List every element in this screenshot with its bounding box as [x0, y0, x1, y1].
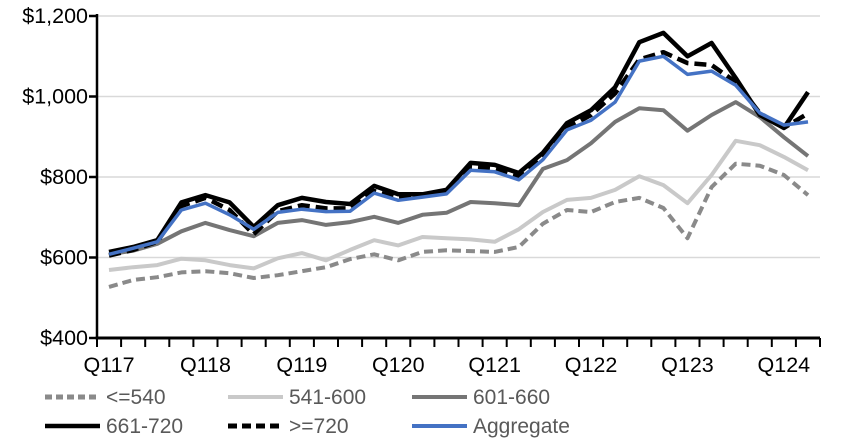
y-axis-label: $800: [40, 165, 88, 189]
legend-item: >=720: [228, 415, 349, 438]
legend-item: 601-660: [412, 386, 550, 409]
y-axis-label: $600: [40, 246, 88, 270]
y-axis-label: $1,200: [22, 4, 88, 28]
series-line-541-600: [108, 138, 809, 272]
x-axis-label: Q124: [758, 353, 811, 377]
legend-item: 661-720: [45, 415, 183, 438]
legend-item: 541-600: [228, 386, 366, 409]
legend-label--720: >=720: [289, 415, 349, 438]
x-axis-label: Q122: [565, 353, 618, 377]
x-axis-label: Q117: [84, 353, 135, 377]
legend-label-541-600: 541-600: [289, 386, 366, 409]
legend-label-aggregate: Aggregate: [473, 415, 570, 438]
legend-label-601-660: 601-660: [473, 386, 550, 409]
y-axis-label: $1,000: [22, 85, 88, 109]
x-axis-label: Q120: [372, 353, 425, 377]
legend-label-661-720: 661-720: [106, 415, 183, 438]
legend-item: Aggregate: [412, 415, 570, 438]
series-line-aggregate: [108, 54, 809, 256]
x-axis-label: Q121: [468, 353, 521, 377]
x-axis-label: Q123: [661, 353, 714, 377]
y-axis-label: $400: [40, 326, 88, 350]
series-line-601-660: [108, 100, 810, 257]
series-line--720: [108, 49, 810, 258]
x-axis-label: Q119: [276, 353, 327, 377]
series-line-661-720: [108, 30, 810, 255]
series-line--540: [108, 161, 810, 289]
x-axis-label: Q118: [180, 353, 231, 377]
legend-label--540: <=540: [106, 386, 166, 409]
legend-item: <=540: [45, 386, 166, 409]
